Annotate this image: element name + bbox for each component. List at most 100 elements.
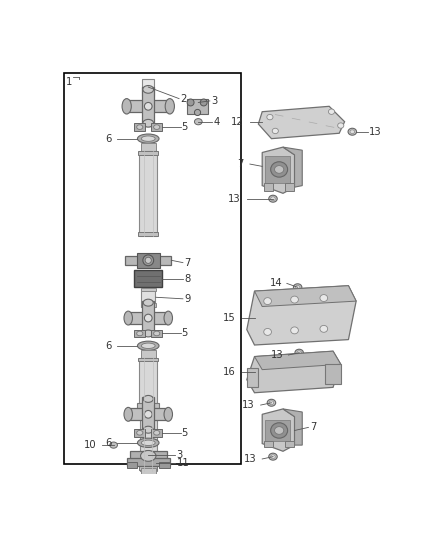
Bar <box>325 364 341 384</box>
Bar <box>142 79 155 96</box>
Bar <box>264 441 273 447</box>
Bar <box>141 468 156 474</box>
Text: 8: 8 <box>184 274 191 284</box>
Text: 14: 14 <box>270 278 282 288</box>
Ellipse shape <box>271 161 288 177</box>
Text: 5: 5 <box>181 428 188 438</box>
Ellipse shape <box>271 423 288 438</box>
Bar <box>127 458 170 466</box>
Bar <box>127 100 170 112</box>
Bar <box>142 398 155 431</box>
Text: 1: 1 <box>66 77 72 87</box>
Bar <box>142 87 155 126</box>
Bar <box>141 143 156 151</box>
Bar <box>159 462 170 468</box>
Text: 5: 5 <box>181 122 188 132</box>
Bar <box>141 288 155 306</box>
Ellipse shape <box>293 284 302 290</box>
Text: 13: 13 <box>369 127 382 137</box>
Ellipse shape <box>187 99 194 106</box>
Ellipse shape <box>271 455 276 458</box>
Bar <box>134 329 145 337</box>
Bar <box>265 156 290 182</box>
Bar <box>285 183 294 191</box>
Ellipse shape <box>165 99 174 114</box>
Bar <box>130 450 167 463</box>
Bar <box>265 419 290 441</box>
Polygon shape <box>283 147 302 187</box>
Ellipse shape <box>143 119 154 127</box>
Ellipse shape <box>320 295 328 302</box>
Ellipse shape <box>291 296 298 303</box>
Text: 7: 7 <box>310 422 316 432</box>
Ellipse shape <box>143 395 153 402</box>
Ellipse shape <box>145 102 152 110</box>
Ellipse shape <box>141 343 155 349</box>
Bar <box>64 73 240 464</box>
Polygon shape <box>258 106 345 139</box>
Ellipse shape <box>271 197 276 200</box>
Ellipse shape <box>297 351 301 354</box>
Text: 9: 9 <box>184 294 191 304</box>
Bar <box>151 123 162 131</box>
Ellipse shape <box>145 410 152 418</box>
Text: 3: 3 <box>177 450 183 460</box>
Text: 3: 3 <box>212 96 218 106</box>
Text: 16: 16 <box>223 367 236 377</box>
Ellipse shape <box>138 341 159 350</box>
Ellipse shape <box>154 431 160 435</box>
Bar <box>134 429 145 437</box>
Polygon shape <box>247 286 356 345</box>
Ellipse shape <box>338 123 344 128</box>
Text: 2: 2 <box>180 94 187 103</box>
Ellipse shape <box>275 426 284 434</box>
Bar <box>125 256 171 265</box>
Ellipse shape <box>264 328 272 335</box>
Ellipse shape <box>295 349 304 356</box>
Text: 10: 10 <box>84 440 97 450</box>
Ellipse shape <box>143 330 153 337</box>
Ellipse shape <box>138 438 159 447</box>
Bar <box>139 358 158 405</box>
Text: 13: 13 <box>244 454 256 464</box>
Polygon shape <box>247 351 341 393</box>
Bar <box>141 350 156 358</box>
Bar <box>151 329 162 337</box>
Ellipse shape <box>295 285 300 289</box>
Bar <box>141 303 156 306</box>
Bar <box>134 123 145 131</box>
Ellipse shape <box>141 440 155 446</box>
Polygon shape <box>262 147 294 193</box>
Bar <box>187 99 208 114</box>
Ellipse shape <box>110 442 117 448</box>
Ellipse shape <box>194 119 202 125</box>
Text: 11: 11 <box>177 458 190 468</box>
Ellipse shape <box>137 125 143 130</box>
Bar <box>151 429 162 437</box>
Ellipse shape <box>164 407 173 421</box>
Ellipse shape <box>164 311 173 325</box>
Text: 6: 6 <box>106 341 112 351</box>
Ellipse shape <box>264 297 272 304</box>
Ellipse shape <box>137 331 143 336</box>
Ellipse shape <box>154 331 160 336</box>
Ellipse shape <box>122 99 131 114</box>
Bar <box>142 301 155 335</box>
Bar <box>247 368 258 387</box>
Ellipse shape <box>291 327 298 334</box>
Polygon shape <box>262 409 294 451</box>
Text: 13: 13 <box>228 193 240 204</box>
Polygon shape <box>254 286 356 306</box>
Bar <box>140 409 157 471</box>
Text: 6: 6 <box>106 134 112 144</box>
Ellipse shape <box>145 257 151 263</box>
Ellipse shape <box>269 195 277 202</box>
Ellipse shape <box>194 109 201 116</box>
Ellipse shape <box>138 134 159 143</box>
Ellipse shape <box>272 128 279 134</box>
Ellipse shape <box>320 325 328 332</box>
Ellipse shape <box>328 109 335 115</box>
Text: 15: 15 <box>223 313 236 323</box>
Ellipse shape <box>137 431 143 435</box>
Ellipse shape <box>143 299 153 306</box>
